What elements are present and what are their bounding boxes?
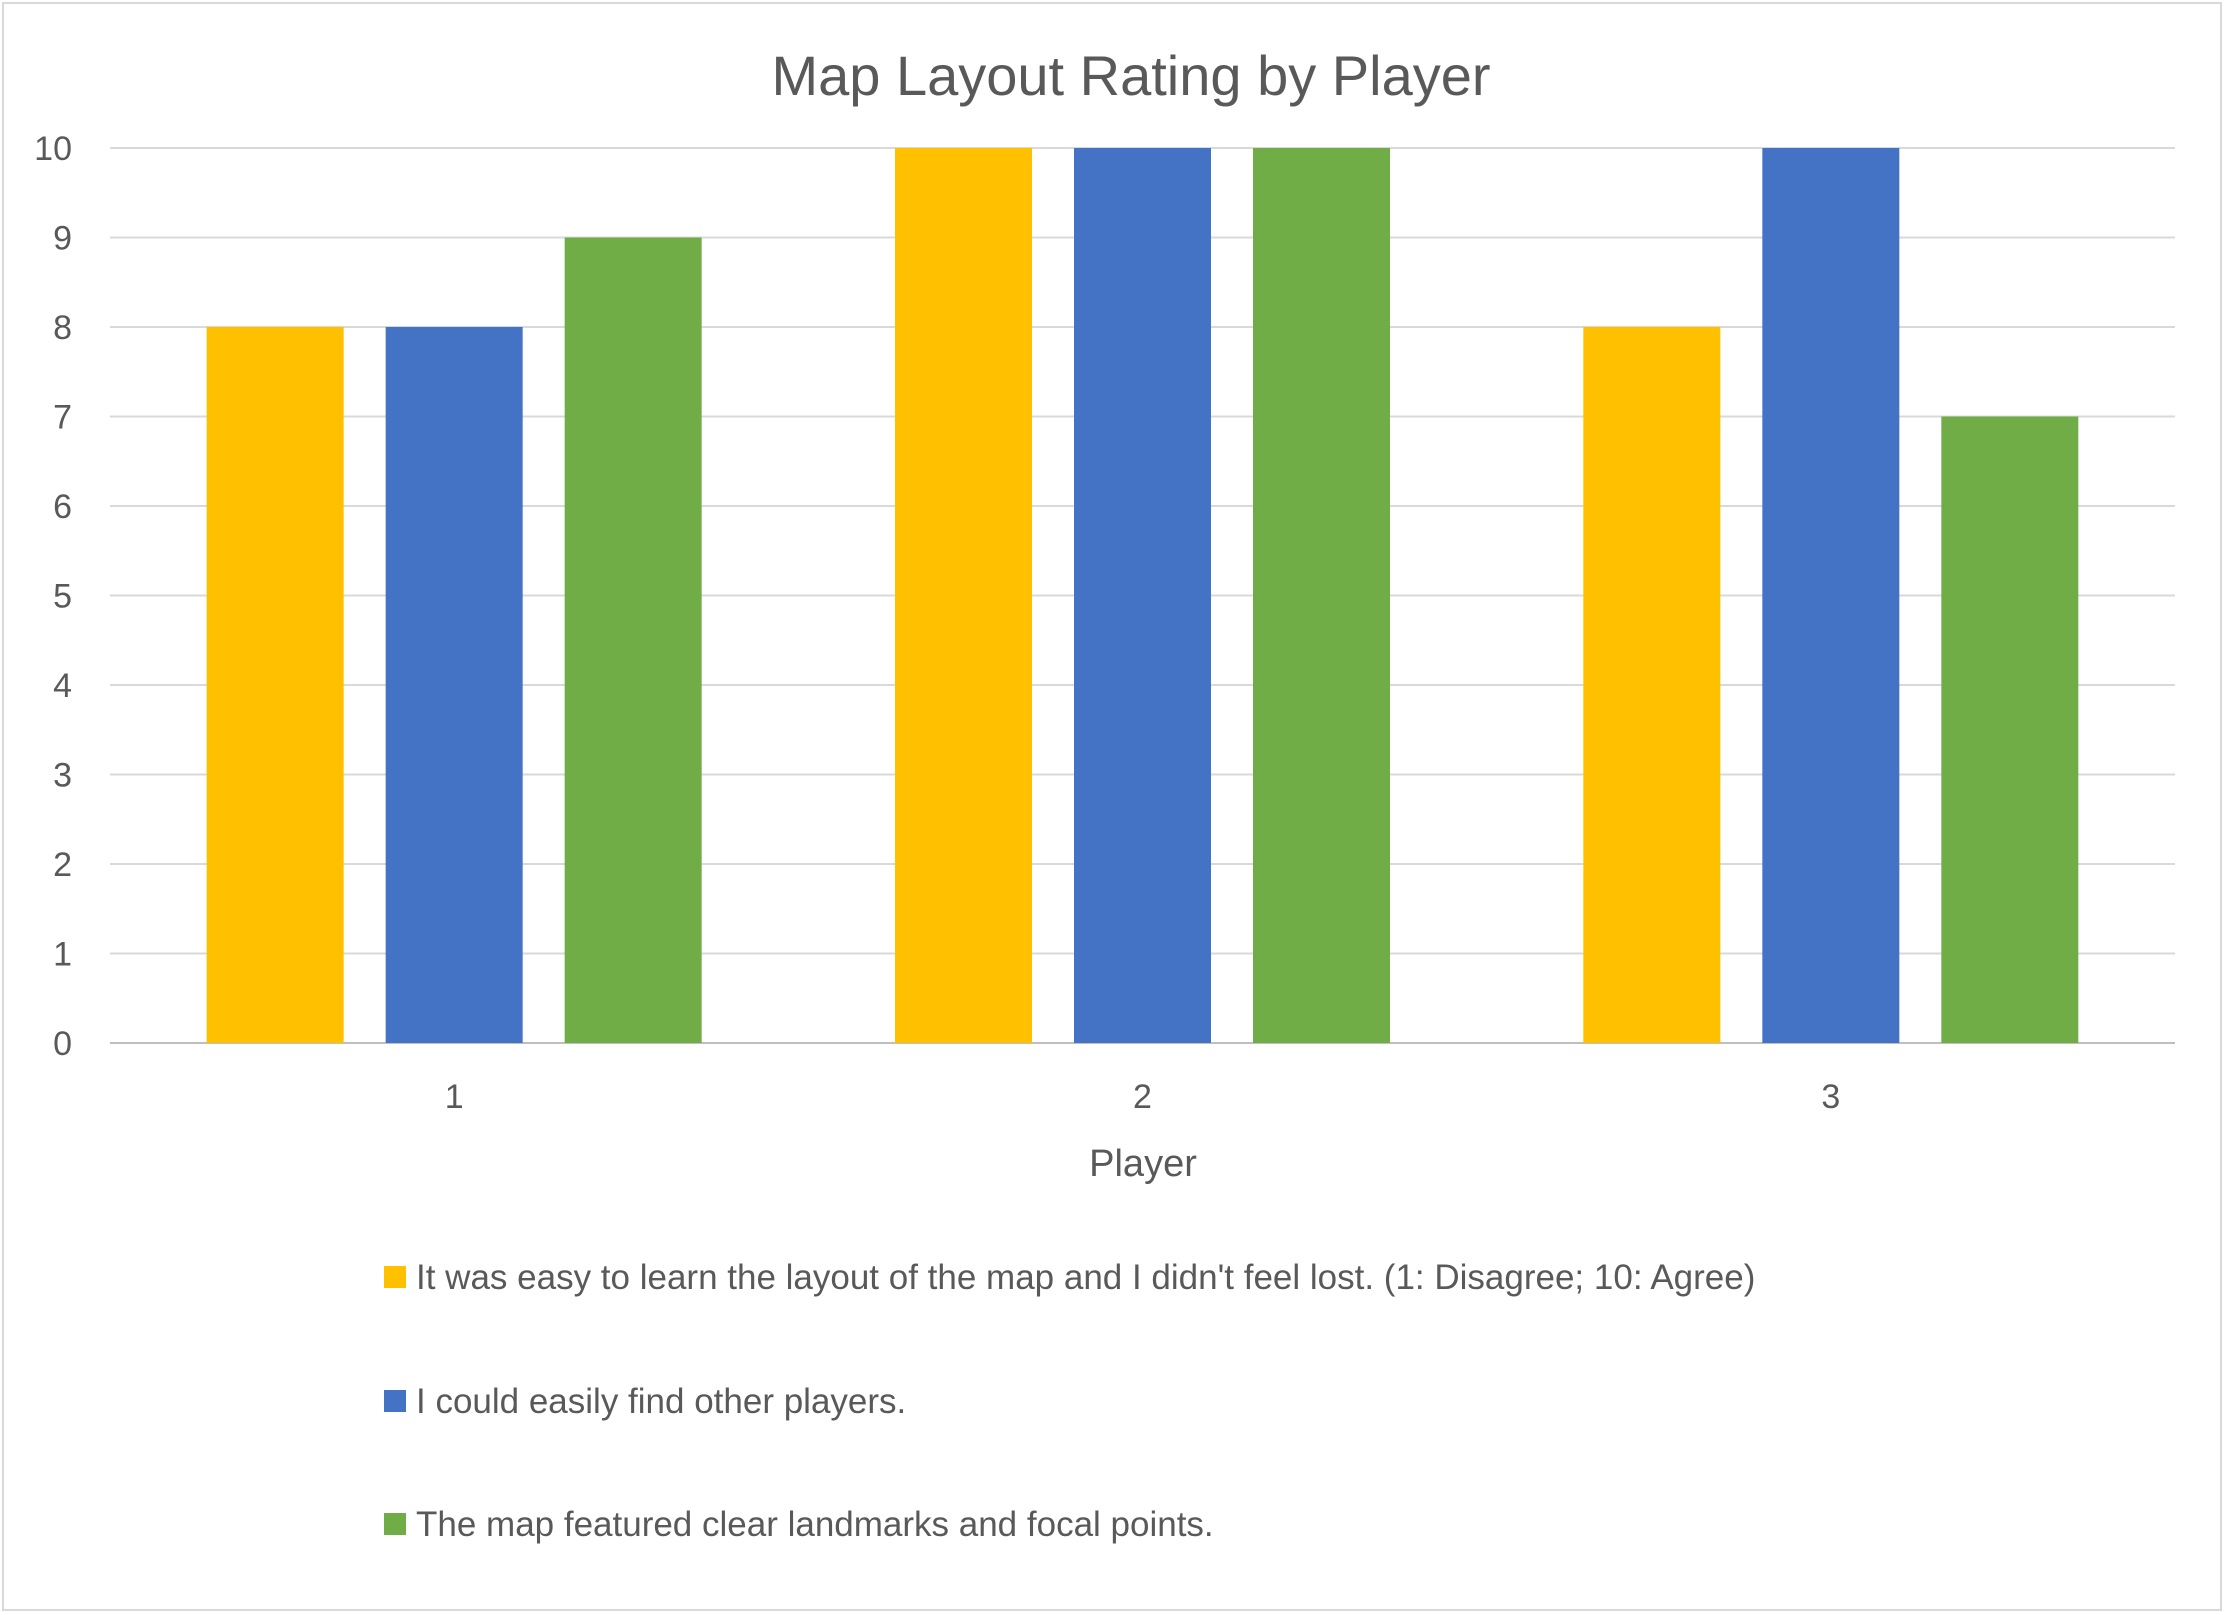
x-axis-label: Player [1089, 1143, 1197, 1185]
chart-title: Map Layout Rating by Player [771, 44, 1490, 107]
y-tick-label: 5 [53, 578, 72, 616]
y-tick-label: 7 [53, 399, 72, 437]
y-axis-ticks: 0 1 2 3 4 5 6 7 8 9 10 [34, 130, 72, 1063]
y-tick-label: 0 [53, 1025, 72, 1063]
bar-player-2-series-1 [895, 148, 1032, 1043]
legend-item: It was easy to learn the layout of the m… [384, 1258, 1755, 1297]
legend-item: The map featured clear landmarks and foc… [384, 1505, 1214, 1544]
legend: It was easy to learn the layout of the m… [384, 1258, 1755, 1544]
y-tick-label: 10 [34, 130, 72, 168]
bars [206, 148, 2079, 1043]
legend-item: I could easily find other players. [384, 1382, 906, 1421]
bar-player-1-series-2 [385, 327, 523, 1043]
legend-swatch [384, 1513, 406, 1535]
y-tick-label: 1 [53, 936, 72, 974]
bar-player-3-series-3 [1941, 416, 2079, 1043]
y-tick-label: 9 [53, 220, 72, 258]
bar-player-2-series-2 [1074, 148, 1211, 1043]
bar-player-1-series-1 [206, 327, 344, 1043]
y-tick-label: 4 [53, 667, 72, 705]
bar-player-2-series-3 [1253, 148, 1390, 1043]
bar-player-3-series-2 [1762, 148, 1900, 1043]
legend-swatch [384, 1266, 406, 1288]
x-tick-label: 1 [445, 1078, 464, 1116]
bar-player-1-series-3 [564, 237, 702, 1043]
legend-swatch [384, 1390, 406, 1412]
x-tick-label: 2 [1133, 1078, 1152, 1116]
y-tick-label: 6 [53, 488, 72, 526]
x-axis-ticks: 1 2 3 [445, 1078, 1841, 1116]
x-tick-label: 3 [1821, 1078, 1840, 1116]
legend-label: I could easily find other players. [416, 1382, 906, 1421]
y-tick-label: 2 [53, 846, 72, 884]
y-tick-label: 3 [53, 757, 72, 795]
y-tick-label: 8 [53, 309, 72, 347]
bar-player-3-series-1 [1583, 327, 1721, 1043]
legend-label: It was easy to learn the layout of the m… [416, 1258, 1755, 1297]
legend-label: The map featured clear landmarks and foc… [416, 1505, 1214, 1544]
